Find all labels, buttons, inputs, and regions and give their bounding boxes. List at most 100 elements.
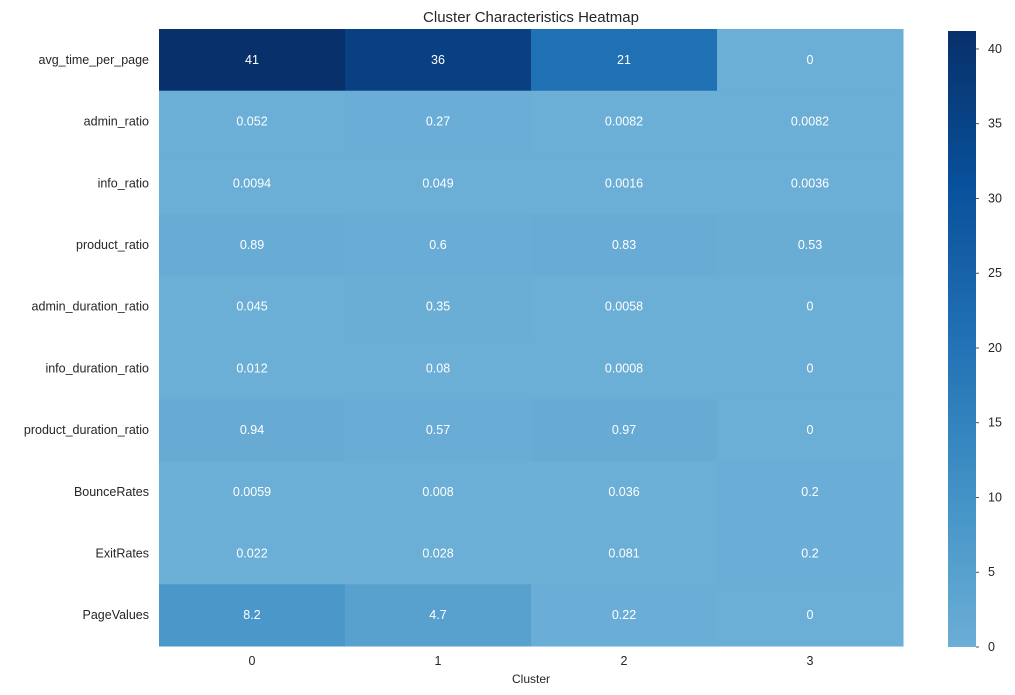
colorbar-tick-label: 0 [988,640,995,654]
y-tick-label: admin_duration_ratio [32,300,149,314]
colorbar-tick-label: 25 [988,266,1002,280]
colorbar-tick-label: 20 [988,341,1002,355]
heatmap-cell [717,214,904,277]
cell-value-label: 0.081 [608,546,639,560]
heatmap-cell [159,399,346,462]
cell-value-label: 0.22 [612,608,636,622]
cell-value-label: 0.0082 [605,115,643,129]
heatmap-cell [159,460,346,524]
colorbar [948,31,976,647]
cell-value-label: 0.0082 [791,115,829,129]
heatmap-cell [531,399,718,462]
heatmap-cell [345,275,532,338]
heatmap-cell [531,275,718,338]
heatmap-cell [531,214,718,277]
cell-value-label: 0.2 [801,546,818,560]
x-tick-label: 1 [435,654,442,668]
cell-value-label: 21 [617,53,631,67]
colorbar-tick-label: 10 [988,490,1002,504]
cell-value-label: 0.89 [240,238,264,252]
heatmap-cell [345,152,532,215]
cell-value-label: 0.052 [236,115,267,129]
cell-value-label: 0.6 [429,238,446,252]
cell-value-label: 0.0094 [233,176,271,190]
cell-value-label: 0 [807,53,814,67]
cell-value-label: 0.0059 [233,485,271,499]
y-tick-label: info_duration_ratio [45,361,149,375]
heatmap-cell [345,522,532,585]
cell-value-label: 0.045 [236,300,267,314]
heatmap-cell [717,90,904,153]
heatmap-cell [159,584,346,647]
heatmap-cell [345,214,532,277]
cell-value-label: 0.036 [608,485,639,499]
cell-value-label: 0.012 [236,361,267,375]
cell-value-label: 0.57 [426,423,450,437]
cell-value-label: 0.0016 [605,176,643,190]
heatmap-cell [717,337,904,400]
x-axis-label: Cluster [512,672,550,686]
y-tick-label: BounceRates [74,485,149,499]
heatmap-cell [717,29,904,92]
cell-value-label: 0.0008 [605,361,643,375]
heatmap-cell [717,584,904,647]
heatmap-cell [159,275,346,338]
cell-value-label: 0 [807,423,814,437]
heatmap-cell [345,584,532,647]
heatmap-cell [717,460,904,524]
cell-value-label: 0.0058 [605,300,643,314]
cell-value-label: 36 [431,53,445,67]
colorbar-tick-label: 35 [988,117,1002,131]
y-tick-label: ExitRates [96,546,150,560]
heatmap-cell [531,152,718,215]
cell-value-label: 41 [245,53,259,67]
cell-value-label: 0.008 [422,485,453,499]
y-tick-label: info_ratio [98,176,149,190]
heatmap-cell [345,460,532,524]
cell-value-label: 0.08 [426,361,450,375]
cell-value-label: 4.7 [429,608,446,622]
cell-value-label: 0.028 [422,546,453,560]
heatmap-cell [531,337,718,400]
heatmap-cell [159,152,346,215]
cell-value-label: 0.53 [798,238,822,252]
heatmap-cell [159,337,346,400]
cell-value-label: 0 [807,608,814,622]
colorbar-tick-label: 15 [988,416,1002,430]
heatmap-cell [717,275,904,338]
y-axis-tick-labels: avg_time_per_page admin_ratio info_ratiopr… [24,53,149,622]
heatmap-cell [717,152,904,215]
y-tick-label: admin_ratio [84,115,149,129]
heatmap-cell [345,90,532,153]
heatmap-cell [531,29,718,92]
heatmap-cell [159,522,346,585]
heatmap-cells: 41 36 21 0 0.052 0.27 0.0082 0.0082 0.0094 0.049 0… [159,29,904,647]
heatmap-cell [531,460,718,524]
cell-value-label: 0.35 [426,300,450,314]
y-tick-label: product_duration_ratio [24,423,149,437]
x-tick-label: 3 [807,654,814,668]
x-axis-tick-labels: 0 1 2 3 [249,654,814,668]
heatmap-cell [345,399,532,462]
cell-value-label: 0.83 [612,238,636,252]
y-tick-label: avg_time_per_page [39,53,150,67]
cell-value-label: 0.049 [422,176,453,190]
cell-value-label: 0 [807,361,814,375]
heatmap-cell [159,214,346,277]
heatmap-cell [717,399,904,462]
cell-value-label: 0.0036 [791,176,829,190]
heatmap-cell [717,522,904,585]
cell-value-label: 0.94 [240,423,264,437]
heatmap-cell [531,522,718,585]
colorbar-ticks: 0 5 10 15 20 25 30 35 40 [976,42,1002,654]
cell-value-label: 0.27 [426,115,450,129]
cell-value-label: 0 [807,300,814,314]
heatmap-cell [159,90,346,153]
heatmap-cell [345,29,532,92]
cell-value-label: 0.022 [236,546,267,560]
heatmap-cell [531,584,718,647]
heatmap-cell [531,90,718,153]
heatmap-cell [345,337,532,400]
chart-title: Cluster Characteristics Heatmap [423,9,639,26]
